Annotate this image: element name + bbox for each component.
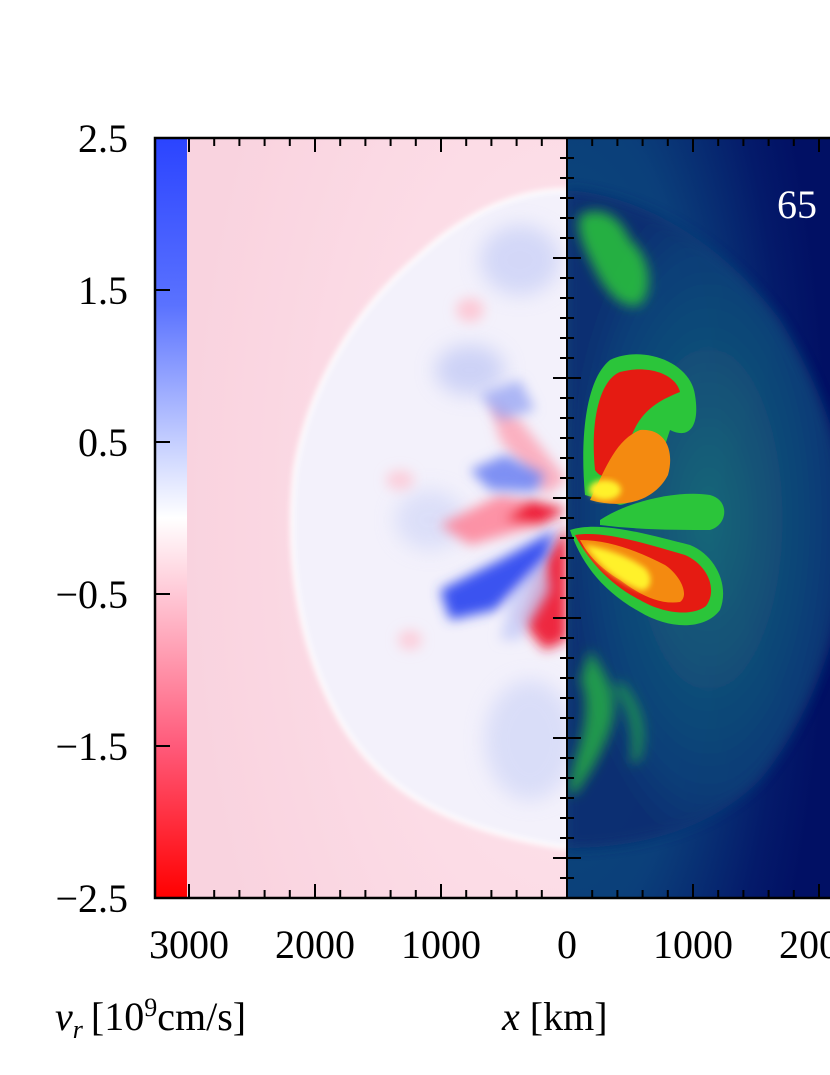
x-axis-ticks (188, 138, 820, 898)
x-tick-label: 2000 (275, 922, 355, 967)
x-tick-label: 1000 (653, 922, 733, 967)
center-axis-ticks (553, 137, 581, 899)
colorbar (155, 138, 187, 898)
x-axis-label: x [km] (501, 994, 608, 1039)
plot-frame (153, 136, 830, 900)
colorbar-label-unit-post: cm/s] (157, 994, 246, 1039)
velocity-panel (187, 138, 567, 898)
entropy-panel (567, 138, 830, 898)
colorbar-label-var: v (55, 994, 73, 1039)
side-lobe (600, 493, 725, 530)
colorbar-tick-label: 2.5 (78, 116, 128, 161)
colorbar-tick-label: −0.5 (55, 572, 128, 617)
x-axis-label-var: x (501, 994, 520, 1039)
colorbar-label-unit-pre: [10 (91, 994, 144, 1039)
colorbar-tick-label: −2.5 (55, 876, 128, 921)
colorbar-tick-label: 0.5 (78, 420, 128, 465)
colorbar-tick-labels: 2.5 1.5 0.5 −0.5 −1.5 −2.5 (55, 116, 128, 921)
red-inflow (386, 298, 567, 650)
x-axis-label-unit: [km] (530, 994, 608, 1039)
colorbar-label: vr [109cm/s] (55, 993, 246, 1044)
blue-outflow (440, 380, 555, 640)
green-wisps (568, 211, 649, 795)
upper-hot-spot (589, 480, 621, 500)
colorbar-tick-label: 1.5 (78, 268, 128, 313)
colorbar-label-unit-exp: 9 (144, 993, 157, 1022)
lower-plume-yellow (585, 545, 651, 591)
x-axis-tick-labels: 3000 2000 1000 0 1000 2000 (149, 922, 830, 967)
colorbar-label-sub: r (73, 1015, 84, 1044)
x-tick-label: 1000 (401, 922, 481, 967)
x-tick-label: 0 (557, 922, 577, 967)
upper-plume-red (593, 369, 680, 476)
x-tick-label: 2000 (779, 922, 830, 967)
colorbar-tick-label: −1.5 (55, 724, 128, 769)
annotation-label: 65 (777, 182, 817, 227)
x-tick-label: 3000 (149, 922, 229, 967)
blue-haze (395, 225, 567, 800)
